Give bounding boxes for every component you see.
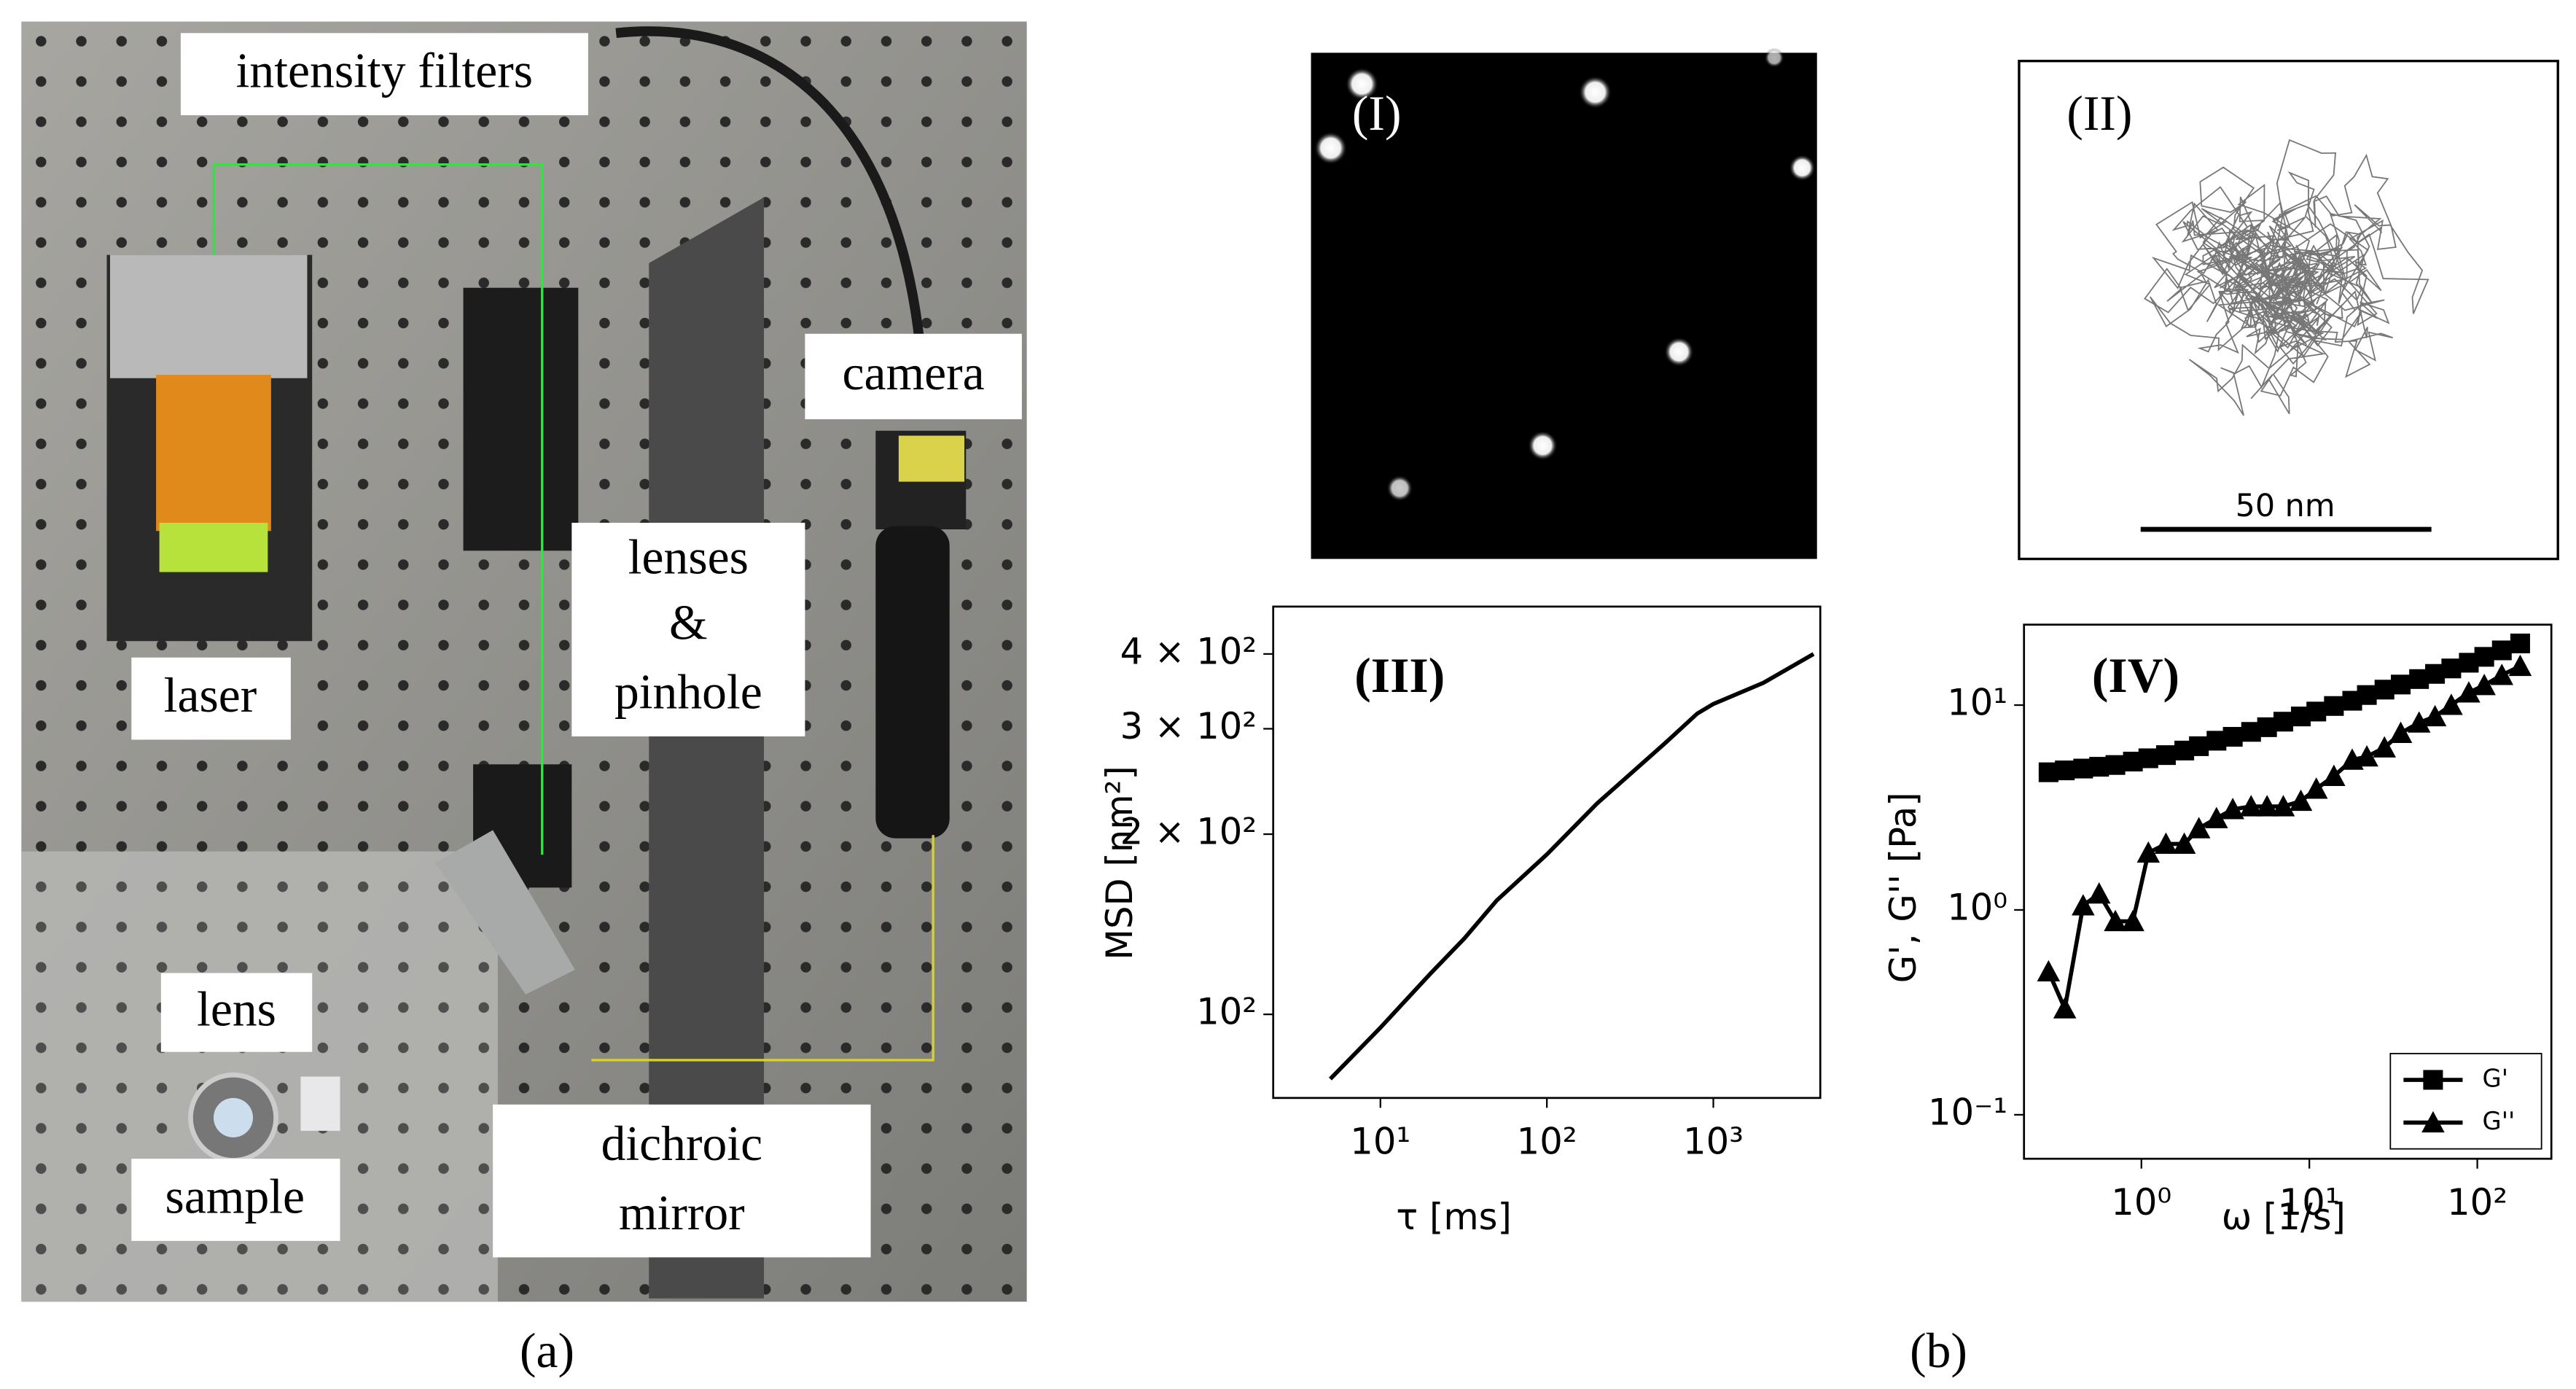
y-tick-label: 10⁰ bbox=[1947, 886, 2007, 928]
photo-label: sample bbox=[165, 1169, 305, 1223]
data-point bbox=[2391, 674, 2411, 695]
x-axis-label: ω [1/s] bbox=[2222, 1196, 2346, 1238]
panel-label: (II) bbox=[2066, 86, 2132, 141]
y-tick-label: 10¹ bbox=[1947, 682, 2007, 724]
legend-label: G' bbox=[2483, 1065, 2508, 1093]
data-point bbox=[2355, 744, 2378, 767]
data-point bbox=[2273, 712, 2294, 732]
data-point bbox=[2441, 658, 2462, 679]
y-axis-label: G', G'' [Pa] bbox=[1882, 792, 1924, 983]
data-point bbox=[2205, 806, 2228, 828]
y-tick-label: 2 × 10² bbox=[1120, 811, 1257, 853]
x-tick-label: 10³ bbox=[1683, 1120, 1744, 1162]
data-point bbox=[2304, 777, 2328, 799]
data-point bbox=[2053, 997, 2077, 1019]
data-line bbox=[1329, 652, 1815, 1081]
legend-marker bbox=[2423, 1070, 2443, 1090]
data-point bbox=[2187, 817, 2211, 839]
panel-label: (III) bbox=[1354, 648, 1445, 703]
x-axis-label: τ [ms] bbox=[1396, 1196, 1511, 1238]
photo-label: mirror bbox=[619, 1186, 745, 1240]
caption: (a) bbox=[520, 1323, 574, 1378]
x-tick-label: 10¹ bbox=[1350, 1120, 1410, 1162]
x-tick-label: 10¹ bbox=[2279, 1181, 2340, 1223]
data-point bbox=[2105, 755, 2126, 775]
scale-bar-label: 50 nm bbox=[2236, 488, 2335, 524]
data-point bbox=[2138, 748, 2158, 769]
data-point bbox=[2423, 704, 2447, 727]
data-point bbox=[2324, 696, 2344, 716]
data-point bbox=[2239, 795, 2263, 817]
data-point bbox=[2037, 960, 2061, 982]
caption: (b) bbox=[1910, 1323, 1967, 1378]
y-tick-label: 3 × 10² bbox=[1120, 705, 1257, 747]
data-point bbox=[2104, 909, 2127, 932]
data-point bbox=[2255, 795, 2279, 817]
data-point bbox=[2407, 711, 2431, 733]
data-point bbox=[2055, 760, 2075, 781]
photo-label: intensity filters bbox=[236, 43, 533, 98]
panel-label: (IV) bbox=[2092, 648, 2179, 703]
particle-image bbox=[1311, 47, 1817, 559]
data-point bbox=[2136, 841, 2161, 863]
data-point bbox=[2510, 633, 2530, 653]
photo-label: lenses bbox=[628, 530, 749, 585]
data-point bbox=[2155, 745, 2176, 766]
photo-label-boxes bbox=[131, 33, 1022, 1258]
data-point bbox=[2357, 685, 2377, 705]
data-point bbox=[2121, 909, 2144, 932]
data-point bbox=[2222, 727, 2243, 747]
data-point bbox=[2373, 736, 2396, 758]
y-tick-label: 10⁻¹ bbox=[1928, 1091, 2007, 1133]
data-point bbox=[2440, 693, 2463, 715]
x-tick-label: 10² bbox=[2447, 1181, 2507, 1223]
y-tick-label: 4 × 10² bbox=[1120, 630, 1257, 672]
y-tick-label: 10² bbox=[1196, 991, 1257, 1033]
photo-label: dichroic bbox=[601, 1116, 763, 1171]
photo-label: camera bbox=[843, 346, 985, 400]
x-tick-label: 10² bbox=[1517, 1120, 1577, 1162]
photo-label: pinhole bbox=[614, 664, 762, 719]
photo-label: lens bbox=[197, 981, 276, 1036]
data-point bbox=[2491, 640, 2512, 661]
trajectory-frame bbox=[2018, 59, 2559, 561]
data-point bbox=[2271, 795, 2295, 817]
photo-label: laser bbox=[164, 668, 257, 723]
data-point bbox=[2490, 664, 2514, 685]
data-point bbox=[2306, 701, 2327, 722]
trajectory bbox=[2144, 139, 2429, 416]
data-point bbox=[2457, 681, 2481, 703]
data-point bbox=[2472, 674, 2496, 696]
x-tick-label: 10⁰ bbox=[2111, 1181, 2171, 1223]
photo-label: & bbox=[669, 596, 708, 650]
panel-label: (I) bbox=[1352, 86, 1402, 141]
data-point bbox=[2172, 832, 2196, 854]
plot-frame bbox=[2023, 623, 2553, 1160]
data-point bbox=[2508, 654, 2532, 677]
data-point bbox=[2072, 894, 2095, 916]
data-point bbox=[2087, 882, 2111, 904]
y-axis-label: MSD [nm²] bbox=[1098, 766, 1141, 960]
data-point bbox=[2154, 832, 2178, 854]
data-point bbox=[2474, 647, 2494, 667]
legend-marker bbox=[2421, 1110, 2445, 1133]
data-point bbox=[2189, 736, 2209, 756]
trajectory-path bbox=[2144, 139, 2429, 416]
legend-box bbox=[2389, 1053, 2542, 1150]
data-point bbox=[2322, 764, 2346, 786]
legend-label: G'' bbox=[2483, 1107, 2515, 1135]
data-point bbox=[2289, 789, 2313, 812]
data-point bbox=[2221, 798, 2244, 820]
data-point bbox=[2389, 721, 2413, 743]
